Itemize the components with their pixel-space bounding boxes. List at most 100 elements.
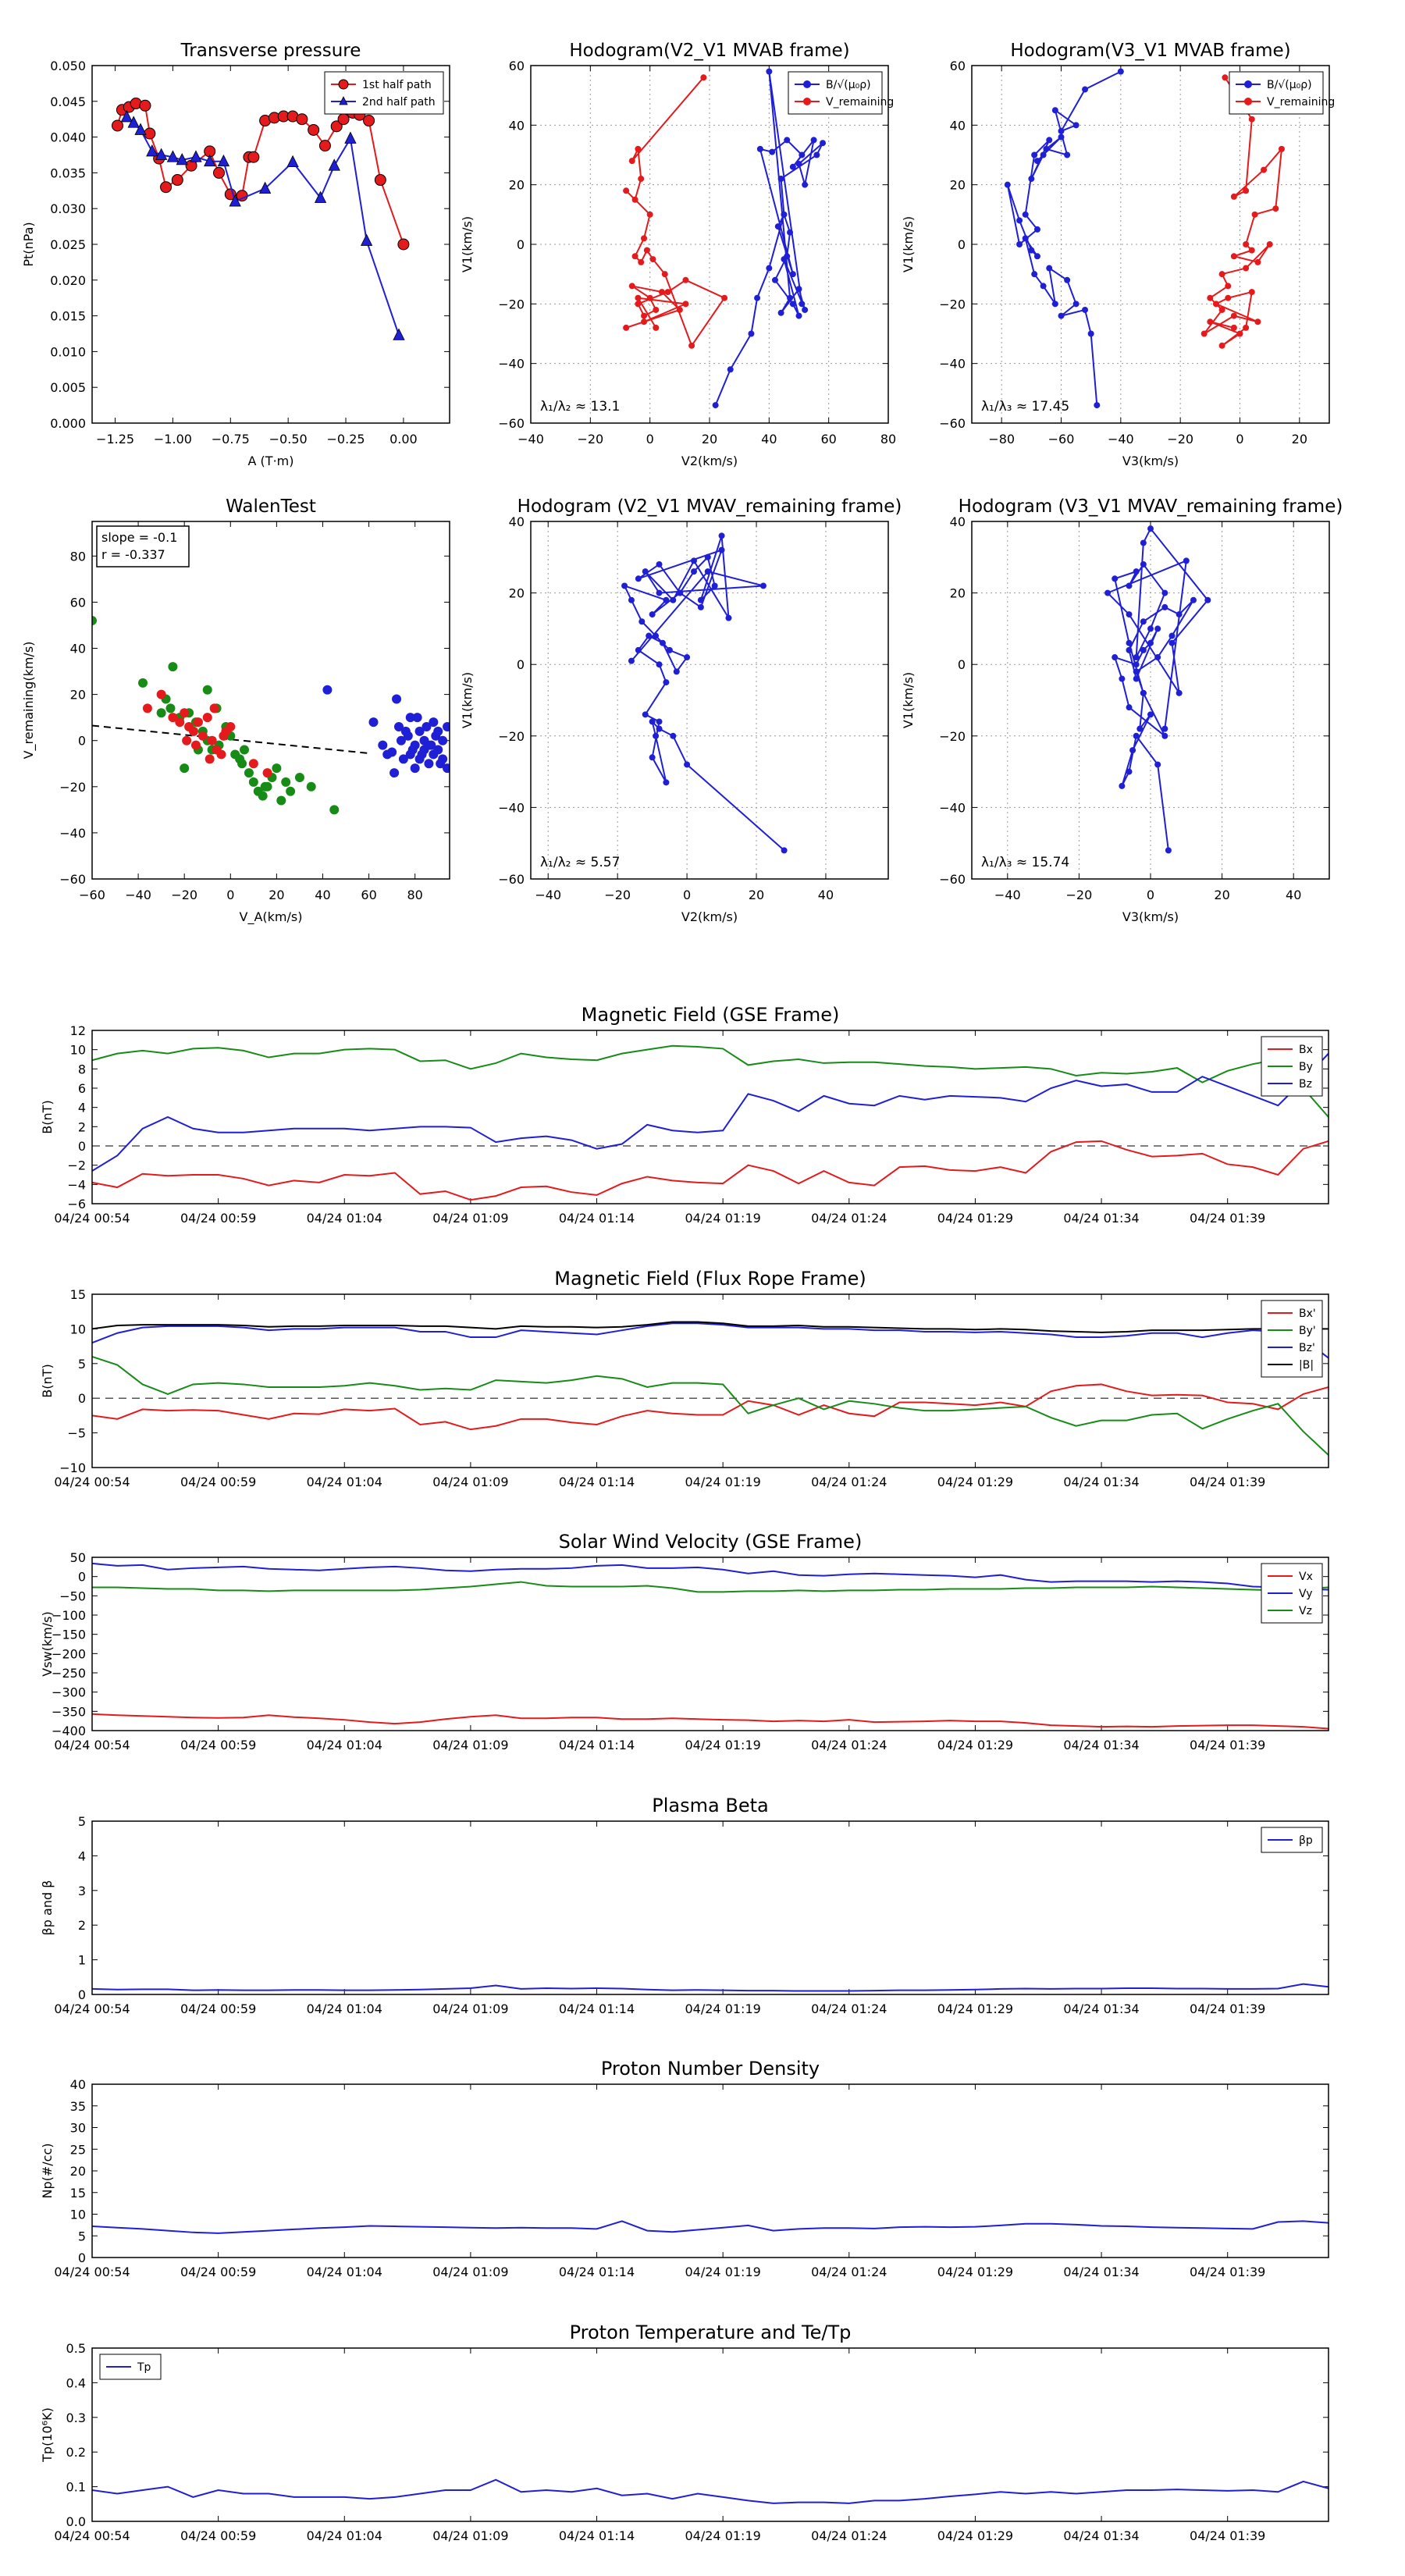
y-tick-label: 6 (78, 1081, 86, 1096)
data-point (1040, 283, 1047, 290)
data-point (628, 596, 635, 603)
data-point (653, 732, 660, 739)
y-tick-label: −100 (52, 1608, 86, 1623)
plot-background (92, 1557, 1329, 1731)
data-point (649, 718, 656, 725)
plot-background (92, 1821, 1329, 1994)
data-point (631, 196, 638, 203)
x-tick-label: 0 (1236, 432, 1243, 447)
y-tick-label: −60 (498, 872, 525, 887)
x-tick-label: 0.00 (389, 432, 418, 447)
data-point (1248, 116, 1255, 123)
data-point (330, 120, 343, 133)
y-tick-label: −40 (59, 826, 86, 841)
data-point (272, 763, 282, 774)
x-tick-label: 04/24 01:24 (811, 2001, 887, 2016)
x-tick-label: 04/24 01:14 (559, 2001, 635, 2016)
stats-line: slope = -0.1 (101, 530, 177, 545)
series-line-Vx (92, 1713, 1329, 1730)
x-tick-label: 04/24 00:59 (180, 1475, 256, 1489)
y-tick-label: 20 (70, 2164, 86, 2179)
data-point (663, 779, 670, 786)
data-point (1222, 74, 1229, 81)
x-tick-label: 04/24 01:19 (685, 1211, 761, 1226)
data-point (1161, 603, 1168, 610)
y-tick-label: 0.050 (50, 59, 86, 73)
legend: Tp (99, 2354, 162, 2380)
data-point (1176, 689, 1183, 696)
data-point (1204, 596, 1211, 603)
x-tick-label: 04/24 01:19 (685, 1738, 761, 1752)
y-tick-label: −40 (939, 800, 966, 815)
series-0 (1104, 525, 1211, 854)
data-point (1094, 402, 1101, 409)
data-point (429, 717, 439, 728)
y-tick-label: −350 (52, 1704, 86, 1719)
data-point (704, 553, 711, 560)
data-point (1033, 158, 1040, 165)
y-tick-label: 2 (78, 1119, 86, 1134)
data-point (646, 211, 653, 218)
data-point (712, 402, 719, 409)
data-point (417, 749, 427, 760)
plot-content (92, 1321, 1329, 1456)
x-tick-label: 04/24 01:39 (1190, 2001, 1265, 2016)
y-tick-label: −60 (939, 416, 966, 431)
data-point (1161, 725, 1168, 732)
data-point (1140, 560, 1147, 568)
y-tick-label: 1 (78, 1953, 86, 1968)
plot-background (531, 521, 888, 879)
x-tick-label: 04/24 01:24 (811, 1738, 887, 1752)
data-point (322, 685, 333, 695)
data-point (244, 768, 254, 778)
y-tick-label: 0.1 (66, 2480, 86, 2495)
data-point (1190, 596, 1197, 603)
data-point (1126, 646, 1133, 653)
data-point (146, 144, 158, 157)
data-point (1140, 689, 1147, 696)
x-tick-label: 20 (269, 888, 284, 902)
data-point (1261, 166, 1268, 173)
x-tick-label: 20 (1292, 432, 1307, 447)
y-tick-label: 15 (70, 1287, 86, 1302)
y-tick-label: −20 (939, 729, 966, 744)
y-axis-label: βp and β (40, 1880, 55, 1936)
data-point (658, 289, 665, 296)
data-point (727, 366, 734, 373)
y-tick-label: 30 (70, 2121, 86, 2136)
data-point (1154, 761, 1161, 768)
data-point (262, 768, 272, 778)
data-point (649, 256, 656, 263)
x-tick-label: 04/24 01:04 (307, 2265, 382, 2279)
data-point (653, 324, 660, 331)
legend-entry: Bx' (1299, 1308, 1316, 1320)
series-line-Bz' (92, 1322, 1329, 1359)
x-tick-label: −0.50 (269, 432, 308, 447)
x-tick-label: 04/24 01:34 (1063, 1211, 1139, 1226)
data-point (656, 725, 663, 732)
data-point (1046, 137, 1053, 144)
data-point (1278, 145, 1285, 152)
data-point (756, 145, 763, 152)
x-tick-label: 04/24 00:59 (180, 2001, 256, 2016)
y-axis-label: Tp(10⁶K) (40, 2407, 55, 2463)
data-point (766, 68, 773, 75)
data-point (638, 258, 645, 265)
x-tick-label: 04/24 01:34 (1063, 2265, 1139, 2279)
data-point (1031, 151, 1038, 158)
data-point (810, 137, 817, 144)
legend-entry: Vx (1299, 1571, 1313, 1583)
ratio-annotation: λ₁/λ₃ ≈ 15.74 (981, 855, 1069, 870)
x-tick-label: −20 (171, 888, 197, 902)
data-point (1112, 654, 1119, 661)
chart-mag_gse: −6 −4 −2 0 2 4 6 8 10 12 04/24 00:54 04/24 00:59 04/… (40, 1004, 1329, 1226)
data-point (682, 276, 689, 283)
data-point (112, 119, 124, 132)
data-point (643, 247, 650, 254)
data-point (623, 324, 630, 331)
y-tick-label: 4 (78, 1101, 86, 1115)
chart-title: Proton Number Density (601, 2058, 820, 2080)
x-tick-label: 04/24 01:24 (811, 1475, 887, 1489)
chart-hodo2: −60 −40 −20 0 20 40 60 −80 −60 −40 −20 0 20 Hodogram(… (901, 41, 1335, 468)
